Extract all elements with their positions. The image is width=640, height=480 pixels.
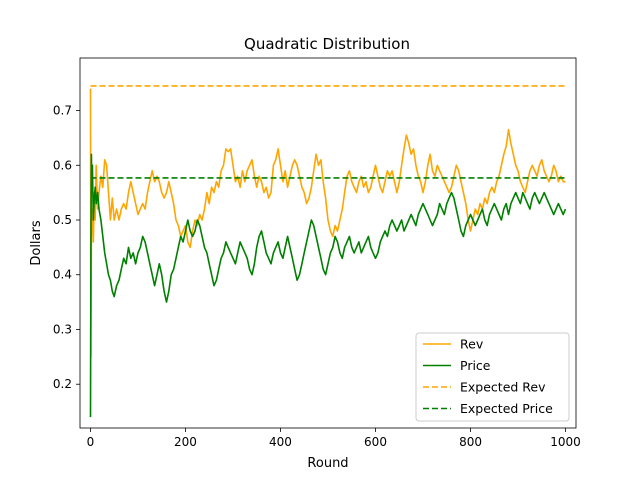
chart-title: Quadratic Distribution [244, 35, 410, 53]
legend: Rev Price Expected Rev Expected Price [415, 332, 570, 422]
y-tick-label: 0.5 [53, 213, 72, 227]
series-layer [89, 85, 567, 418]
y-tick-label: 0.7 [53, 104, 72, 118]
legend-label: Price [460, 358, 491, 373]
legend-label: Expected Rev [460, 380, 546, 395]
y-tick-label: 0.4 [53, 268, 72, 282]
series-line-rev [89, 88, 566, 358]
x-axis: 0 200 400 600 800 1000 [87, 428, 581, 449]
x-tick-label: 400 [269, 435, 292, 449]
x-tick-label: 800 [459, 435, 482, 449]
plot-frame [79, 57, 577, 429]
x-tick-label: 200 [174, 435, 197, 449]
x-tick-label: 1000 [550, 435, 581, 449]
legend-label: Rev [460, 337, 484, 352]
y-tick-label: 0.6 [53, 158, 72, 172]
y-tick-label: 0.3 [53, 322, 72, 336]
x-tick-label: 600 [364, 435, 387, 449]
series-line-price [89, 153, 567, 418]
x-axis-label: Round [307, 456, 348, 471]
legend-box [415, 332, 570, 422]
legend-label: Expected Price [460, 401, 553, 416]
x-tick-label: 0 [87, 435, 95, 449]
y-tick-label: 0.2 [53, 377, 72, 391]
y-axis-label: Dollars [29, 220, 44, 265]
y-axis: 0.2 0.3 0.4 0.5 0.6 0.7 [53, 104, 80, 391]
